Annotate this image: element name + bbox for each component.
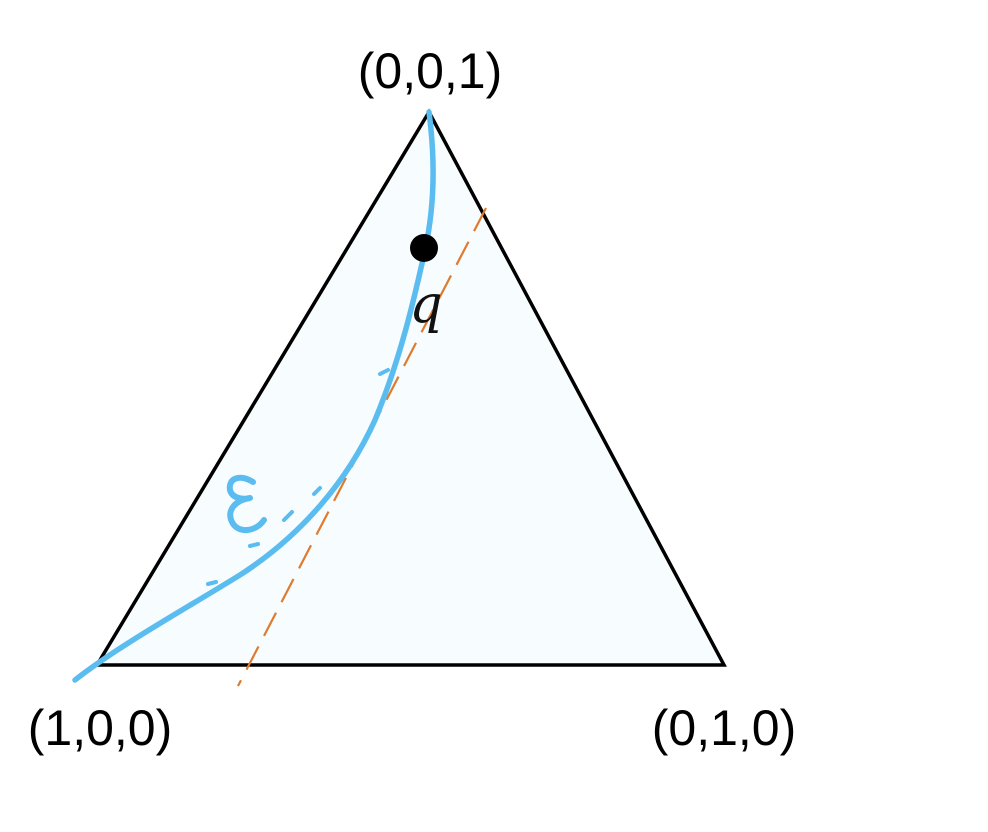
epsilon-curve — [72, 109, 436, 683]
simplex-triangle — [93, 108, 727, 667]
vertex-label-bottom-left: (1,0,0) — [28, 700, 173, 756]
epsilon-glyph — [226, 474, 267, 533]
sketch-stroke — [206, 580, 218, 586]
sketch-stroke — [248, 542, 260, 548]
epsilon-curve-path — [72, 109, 436, 683]
vertex-label-bottom-right: (0,1,0) — [652, 700, 797, 756]
sketch-stroke — [282, 510, 294, 522]
sketch-stroke — [312, 486, 322, 496]
point-q-marker — [410, 234, 438, 262]
sketch-stroke — [112, 646, 124, 654]
vertex-label-top: (0,0,1) — [358, 43, 503, 99]
sketch-stroke — [378, 368, 390, 376]
point-q-label: q — [409, 275, 442, 335]
